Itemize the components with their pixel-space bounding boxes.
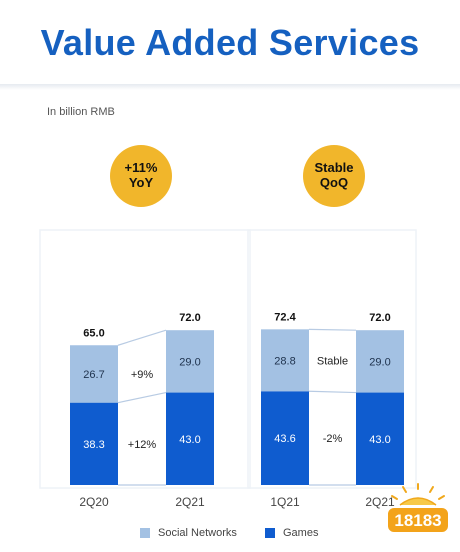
- yoy-bubble-label: YoY: [128, 175, 154, 190]
- data-label-social: 28.8: [274, 355, 295, 367]
- legend-swatch-social: [140, 528, 150, 538]
- x-tick-label: 2Q21: [365, 495, 395, 509]
- data-label-total: 72.0: [179, 312, 200, 324]
- title-divider: [0, 84, 460, 90]
- bar-social-2Q21: [356, 330, 404, 393]
- data-label-games: 38.3: [83, 439, 104, 451]
- qoq-bubble-value: Stable: [314, 160, 354, 176]
- change-label-social: Stable: [317, 355, 348, 367]
- change-label-games: +12%: [128, 439, 157, 451]
- data-label-total: 72.4: [274, 311, 296, 323]
- x-tick-label: 2Q21: [175, 495, 205, 509]
- connector-line: [117, 329, 167, 346]
- qoq-bubble-label: QoQ: [319, 175, 349, 190]
- x-tick-label: 1Q21: [270, 495, 300, 509]
- qoq-bubble: Stable QoQ: [303, 145, 365, 207]
- svg-text:18183: 18183: [394, 511, 441, 530]
- connector-line: [308, 328, 357, 331]
- chart-frame: [39, 229, 251, 489]
- chart-frame: [247, 229, 417, 489]
- data-label-total: 72.0: [369, 312, 390, 324]
- data-label-games: 43.0: [179, 434, 200, 446]
- bar-social-2Q20: [70, 345, 118, 403]
- legend-label-games: Games: [283, 527, 319, 539]
- data-label-social: 29.0: [179, 356, 200, 368]
- bar-games-2Q21: [356, 392, 404, 485]
- legend-label-social: Social Networks: [158, 527, 237, 539]
- change-label-games: -2%: [323, 433, 343, 445]
- data-label-games: 43.6: [274, 433, 295, 445]
- change-label-social: +9%: [131, 369, 154, 381]
- data-label-social: 26.7: [83, 369, 104, 381]
- bar-games-2Q20: [70, 402, 118, 485]
- bar-social-2Q21: [166, 330, 214, 393]
- legend-item-social: Social Networks: [140, 527, 237, 539]
- x-tick-label: 2Q20: [79, 495, 109, 509]
- watermark-logo: 18183: [386, 483, 450, 534]
- legend-item-games: Games: [265, 527, 318, 539]
- connector-line: [117, 391, 167, 404]
- bar-games-1Q21: [261, 391, 309, 485]
- bar-social-1Q21: [261, 329, 309, 392]
- bar-games-2Q21: [166, 392, 214, 485]
- page-title: Value Added Services: [40, 22, 420, 63]
- yoy-bubble-value: +11%: [124, 160, 158, 176]
- legend-swatch-games: [265, 528, 275, 538]
- connector-line: [308, 390, 357, 394]
- data-label-social: 29.0: [369, 356, 390, 368]
- data-label-total: 65.0: [83, 327, 104, 339]
- yoy-bubble: +11% YoY: [110, 145, 172, 207]
- data-label-games: 43.0: [369, 434, 390, 446]
- unit-label: In billion RMB: [47, 106, 115, 118]
